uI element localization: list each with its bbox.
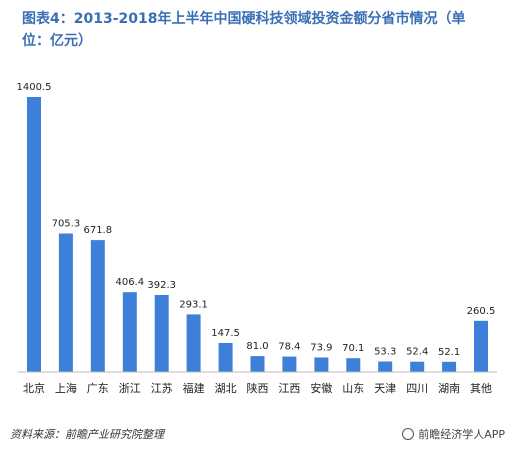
brand-logo-icon xyxy=(402,428,415,440)
chart-title: 图表4：2013-2018年上半年中国硬科技领域投资金额分省市情况（单位：亿元） xyxy=(22,11,466,49)
bars-group xyxy=(27,97,488,372)
value-label-1: 705.3 xyxy=(52,219,81,230)
bar-8 xyxy=(282,356,297,372)
category-label-6: 湖北 xyxy=(215,382,237,395)
bar-5 xyxy=(186,314,201,372)
value-label-6: 147.5 xyxy=(211,328,240,339)
category-label-1: 上海 xyxy=(55,381,77,395)
category-label-0: 北京 xyxy=(23,381,45,395)
category-label-9: 安徽 xyxy=(310,381,332,395)
category-label-8: 江西 xyxy=(278,382,300,395)
value-label-0: 1400.5 xyxy=(17,82,52,93)
bar-13 xyxy=(442,361,457,372)
category-label-5: 福建 xyxy=(183,381,205,395)
category-label-12: 四川 xyxy=(406,382,428,395)
bar-14 xyxy=(474,320,488,372)
bar-2 xyxy=(90,240,105,372)
category-label-7: 陕西 xyxy=(247,381,269,395)
value-label-9: 73.9 xyxy=(310,343,332,354)
category-labels-group: 北京 上海 广东 浙江 江苏 福建 湖北 陕西 江西 安徽 山东 天津 四川 湖南 其他 xyxy=(23,381,492,395)
value-label-2: 671.8 xyxy=(83,225,112,236)
value-label-4: 392.3 xyxy=(147,280,176,291)
category-label-14: 其他 xyxy=(470,382,492,395)
bar-4 xyxy=(154,295,169,372)
bar-1 xyxy=(58,233,73,372)
value-label-3: 406.4 xyxy=(115,277,144,288)
category-label-11: 天津 xyxy=(374,382,396,395)
category-label-10: 山东 xyxy=(342,382,364,395)
value-label-13: 52.1 xyxy=(438,347,460,358)
watermark: 前瞻经济学人APP xyxy=(402,426,505,442)
category-label-2: 广东 xyxy=(87,382,109,395)
bar-6 xyxy=(218,343,233,372)
bar-12 xyxy=(410,361,425,372)
bar-10 xyxy=(346,358,361,372)
value-label-10: 70.1 xyxy=(342,343,364,354)
value-label-8: 78.4 xyxy=(278,342,300,353)
value-label-5: 293.1 xyxy=(179,299,208,310)
value-label-11: 53.3 xyxy=(374,347,396,358)
bar-7 xyxy=(250,356,265,372)
category-label-13: 湖南 xyxy=(438,382,460,395)
source-note: 资料来源：前瞻产业研究院整理 xyxy=(10,428,164,441)
bar-0 xyxy=(27,97,41,372)
category-label-4: 江苏 xyxy=(151,382,173,395)
watermark-text: 前瞻经济学人APP xyxy=(418,428,505,441)
value-label-7: 81.0 xyxy=(246,341,268,352)
value-label-14: 260.5 xyxy=(467,306,496,317)
bar-9 xyxy=(314,357,329,372)
bar-3 xyxy=(122,292,137,372)
category-label-3: 浙江 xyxy=(119,382,141,395)
bar-11 xyxy=(378,361,393,372)
value-label-12: 52.4 xyxy=(406,347,428,358)
